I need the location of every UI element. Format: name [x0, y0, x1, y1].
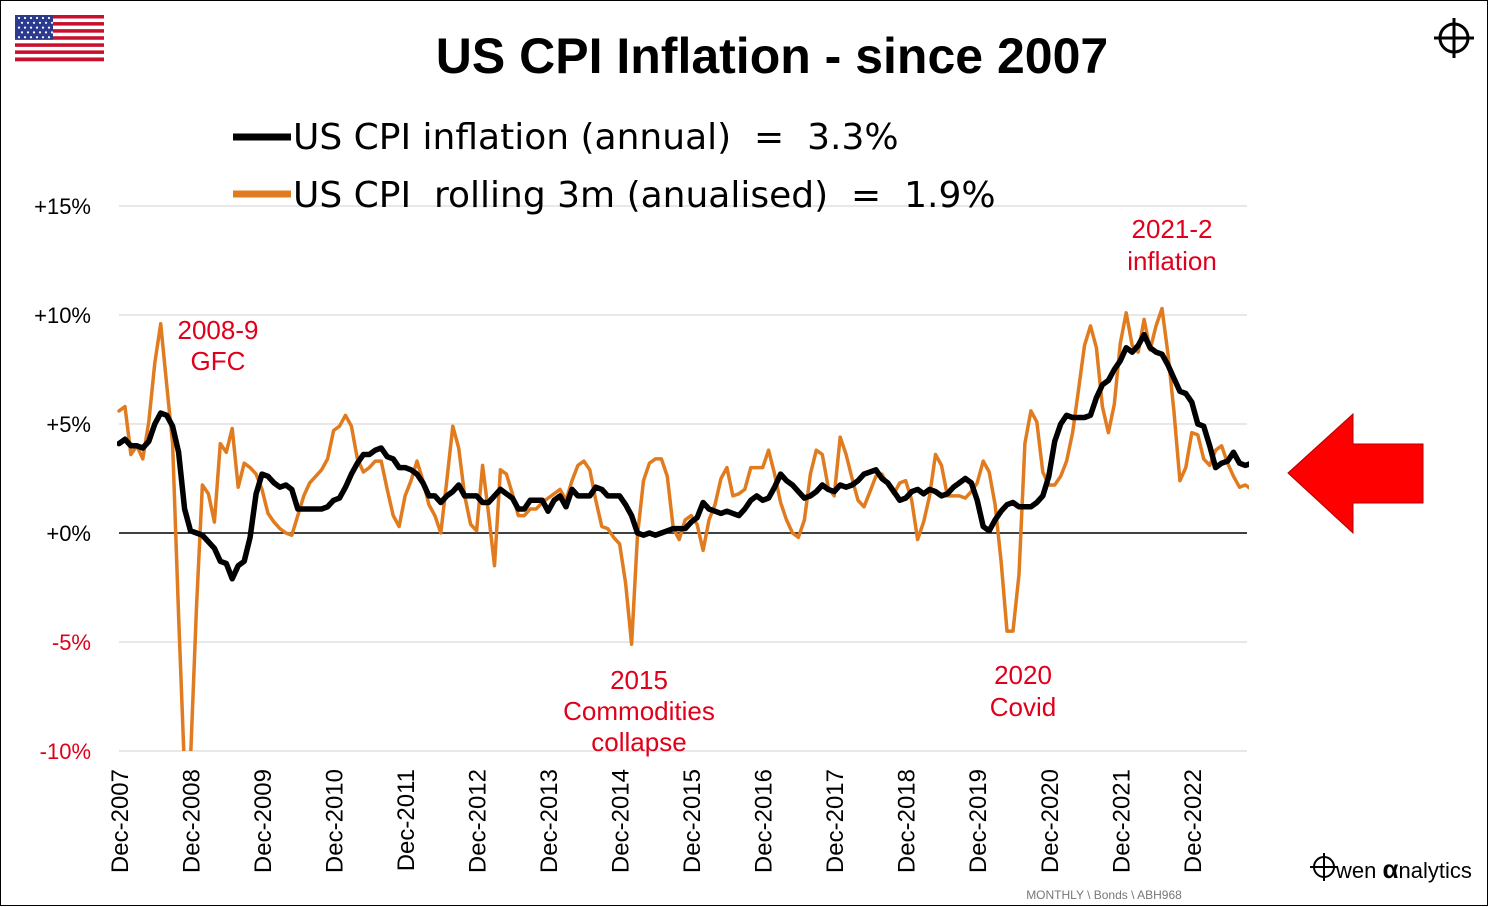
series-lines	[117, 306, 1249, 751]
legend-label-rolling: US CPI rolling 3m (anualised) = 1.9%	[293, 175, 996, 216]
x-tick-label: Dec-2013	[536, 769, 563, 873]
x-tick-label: Dec-2016	[751, 769, 778, 873]
y-tick-label: +10%	[34, 303, 91, 328]
annotation-covid-line-1: 2020	[994, 660, 1052, 690]
series-line-rolling	[117, 306, 1249, 751]
legend: US CPI inflation (annual) = 3.3% US CPI …	[233, 117, 996, 216]
annotation-2015-line-3: collapse	[591, 727, 686, 757]
x-tick-label: Dec-2018	[894, 769, 921, 873]
red-left-arrow-icon	[1287, 412, 1424, 535]
x-tick-label: Dec-2012	[465, 769, 492, 873]
y-tick-label: -10%	[40, 739, 91, 764]
x-tick-label: Dec-2008	[179, 769, 206, 873]
x-tick-label: Dec-2007	[107, 769, 134, 873]
logo-alpha: α	[1382, 854, 1398, 884]
annotation-2021-line-2: inflation	[1127, 246, 1217, 276]
y-tick-label: +0%	[46, 521, 91, 546]
x-tick-labels: Dec-2007 Dec-2008 Dec-2009 Dec-2010 Dec-2011…	[107, 769, 1207, 873]
annotation-2021-line-1: 2021-2	[1132, 214, 1213, 244]
x-tick-label: Dec-2015	[679, 769, 706, 873]
annotation-gfc-line-2: GFC	[191, 346, 246, 376]
footer-reference: MONTHLY \ Bonds \ ABH968	[1026, 888, 1182, 902]
x-tick-label: Dec-2010	[322, 769, 349, 873]
annotation-2015-line-1: 2015	[610, 665, 668, 695]
us-flag-icon	[15, 15, 104, 62]
gridlines	[119, 205, 1247, 752]
y-tick-label: -5%	[52, 630, 91, 655]
x-tick-label: Dec-2021	[1108, 769, 1135, 873]
annotations: 2008-9 GFC 2015 Commodities collapse 202…	[178, 214, 1217, 757]
series-line-annual	[117, 331, 1249, 582]
annotation-2015-line-2: Commodities	[563, 696, 715, 726]
x-tick-label: Dec-2017	[822, 769, 849, 873]
x-tick-label: Dec-2022	[1180, 769, 1207, 873]
x-tick-label: Dec-2009	[250, 769, 277, 873]
annotation-gfc-line-1: 2008-9	[178, 315, 259, 345]
y-tick-label: +5%	[46, 412, 91, 437]
x-tick-label: Dec-2019	[965, 769, 992, 873]
y-tick-labels: +15% +10% +5% +0% -5% -10%	[34, 194, 91, 764]
chart-title: US CPI Inflation - since 2007	[436, 28, 1108, 84]
owen-analytics-logo: wen αnalytics	[1310, 853, 1472, 884]
crosshair-icon	[1434, 18, 1474, 58]
logo-text-prefix: wen	[1335, 858, 1382, 883]
annotation-covid-line-2: Covid	[990, 692, 1056, 722]
legend-label-annual: US CPI inflation (annual) = 3.3%	[293, 117, 899, 158]
x-tick-label: Dec-2020	[1037, 769, 1064, 873]
x-tick-label: Dec-2011	[393, 769, 420, 871]
x-tick-label: Dec-2014	[608, 769, 635, 873]
logo-text-suffix: nalytics	[1398, 858, 1471, 883]
svg-text:wen αnalytics: wen αnalytics	[1335, 854, 1472, 884]
y-tick-label: +15%	[34, 194, 91, 219]
